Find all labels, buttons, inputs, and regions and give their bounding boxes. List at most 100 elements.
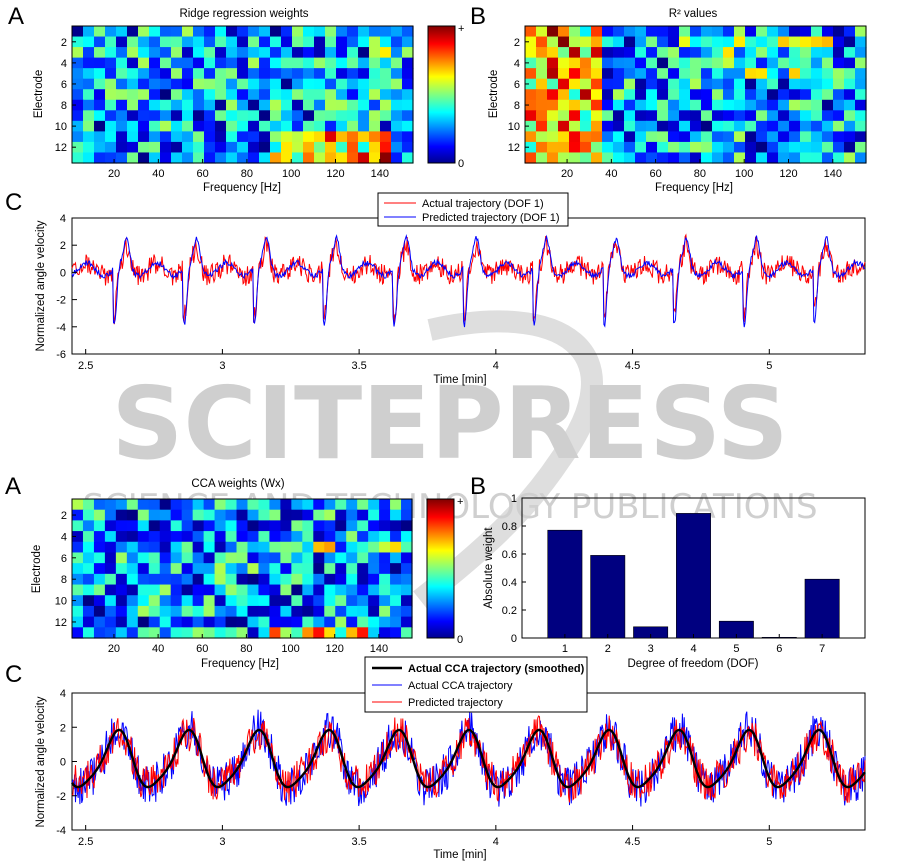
heatmap-cell	[214, 563, 227, 575]
heatmap-cell	[569, 152, 581, 164]
heatmap-cell	[325, 78, 337, 90]
heatmap-cell	[690, 131, 702, 143]
heatmap-cell	[657, 131, 669, 143]
heatmap-cell	[379, 499, 391, 511]
heatmap-cell	[833, 47, 845, 59]
heatmap-cell	[690, 47, 702, 59]
heatmap-cell	[204, 152, 216, 164]
heatmap-cell	[204, 120, 216, 132]
heatmap-cell	[624, 131, 636, 143]
heatmap-cell	[236, 531, 249, 543]
y-tick-label: 0.8	[502, 521, 517, 533]
x-tick-label: 4.5	[625, 360, 640, 372]
heatmap-cell	[401, 509, 413, 521]
heatmap-cell	[126, 509, 139, 521]
heatmap-cell	[72, 499, 84, 511]
heatmap-cell	[547, 141, 559, 154]
heatmap-cell	[558, 110, 570, 122]
heatmap-cell	[72, 584, 84, 596]
heatmap-cell	[137, 627, 150, 639]
heatmap-cell	[193, 78, 205, 90]
heatmap-cell	[723, 99, 735, 111]
heatmap-cell	[358, 110, 370, 122]
heatmap-cell	[237, 99, 249, 111]
heatmap-cell	[347, 110, 359, 122]
heatmap-cell	[712, 36, 724, 48]
heatmap-cell	[182, 57, 194, 69]
heatmap-cell	[281, 26, 293, 38]
heatmap-cell	[248, 78, 260, 90]
heatmap-cell	[72, 616, 84, 628]
heatmap-cell	[778, 68, 790, 80]
heatmap-cell	[138, 131, 150, 143]
heatmap-cell	[171, 120, 183, 132]
heatmap-cell	[822, 120, 834, 132]
heatmap-cell	[127, 141, 139, 154]
y-tick-label: 2	[61, 37, 67, 49]
heatmap-cell	[547, 57, 559, 69]
heatmap-cell	[171, 99, 183, 111]
heatmap-cell	[160, 110, 172, 122]
heatmap-cell	[104, 627, 117, 639]
heatmap-cell	[767, 68, 779, 80]
heatmap-cell	[380, 26, 392, 38]
heatmap-cell	[613, 120, 625, 132]
heatmap-cell	[126, 605, 139, 618]
heatmap-cell	[281, 99, 293, 111]
heatmap-cell	[745, 36, 757, 48]
heatmap-cell	[94, 36, 106, 48]
heatmap-cell	[159, 520, 172, 532]
heatmap-cell	[138, 110, 150, 122]
heatmap-cell	[391, 68, 403, 80]
heatmap-cell	[347, 89, 359, 101]
heatmap-cell	[346, 509, 358, 521]
heatmap-cell	[248, 99, 260, 111]
heatmap-cell	[248, 47, 260, 59]
heatmap-cell	[336, 78, 348, 90]
heatmap-cell	[104, 541, 117, 554]
heatmap-cell	[248, 141, 260, 154]
heatmap-cell	[93, 499, 106, 511]
heatmap-cell	[115, 520, 128, 532]
heatmap-cell	[160, 57, 172, 69]
heatmap-cell	[159, 499, 172, 511]
heatmap-cell	[390, 509, 402, 521]
heatmap-cell	[215, 110, 227, 122]
heatmap-cell	[182, 47, 194, 59]
top-b-ticks: 20 40 60 80 100 120 140 2 4 6 8 10 12	[508, 37, 842, 180]
heatmap-cell	[302, 584, 314, 596]
heatmap-cell	[547, 120, 559, 132]
heatmap-cell	[225, 584, 238, 596]
heatmap-cell	[258, 509, 271, 521]
heatmap-cell	[170, 573, 183, 586]
heatmap-cell	[303, 99, 315, 111]
heatmap-cell	[226, 141, 238, 154]
heatmap-cell	[105, 131, 117, 143]
heatmap-cell	[280, 573, 292, 586]
heatmap-cell	[844, 141, 856, 154]
heatmap-cell	[635, 120, 647, 132]
heatmap-cell	[171, 47, 183, 59]
heatmap-cell	[159, 541, 172, 554]
heatmap-cell	[789, 47, 801, 59]
heatmap-cell	[346, 616, 358, 628]
heatmap-cell	[237, 141, 249, 154]
top-c-series	[71, 233, 866, 328]
heatmap-cell	[170, 541, 183, 554]
heatmap-cell	[822, 152, 834, 164]
heatmap-cell	[269, 563, 281, 575]
heatmap-cell	[668, 110, 680, 122]
heatmap-cell	[237, 110, 249, 122]
heatmap-cell	[844, 131, 856, 143]
heatmap-cell	[237, 26, 249, 38]
heatmap-cell	[712, 110, 724, 122]
heatmap-cell	[170, 616, 183, 628]
heatmap-cell	[72, 541, 84, 554]
heatmap-cell	[302, 605, 314, 618]
heatmap-cell	[291, 595, 303, 607]
heatmap-cell	[525, 89, 537, 101]
heatmap-cell	[325, 110, 337, 122]
heatmap-cell	[767, 131, 779, 143]
heatmap-cell	[93, 552, 106, 564]
heatmap-cell	[745, 68, 757, 80]
